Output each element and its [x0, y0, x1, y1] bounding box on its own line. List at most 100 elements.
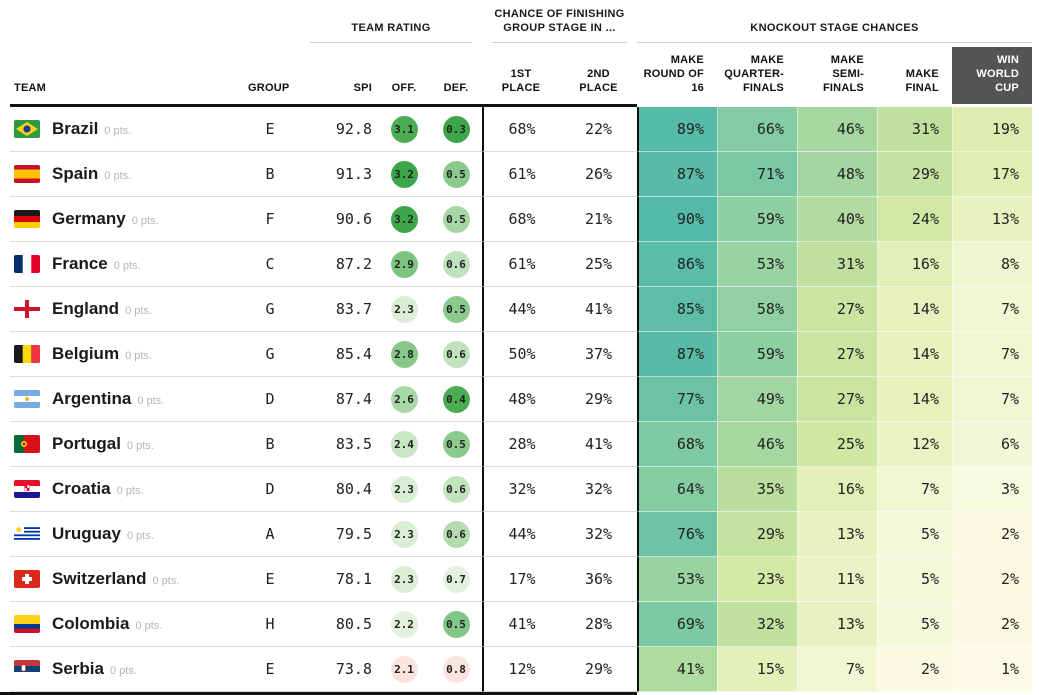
final-cell: 16%	[877, 242, 952, 288]
team-row[interactable]: Spain 0 pts. B 91.3 3.2 0.5 61% 26% 87% 7…	[10, 152, 1032, 198]
def-rating-cell: 0.5	[430, 197, 482, 243]
team-rating-group-header: TEAM RATING	[300, 8, 482, 43]
win-world-cup-cell: 2%	[952, 602, 1032, 648]
round-of-16-cell: 64%	[637, 467, 717, 513]
col-header-def: DEF.	[443, 82, 469, 95]
team-row[interactable]: Colombia 0 pts. H 80.5 2.2 0.5 41% 28% 69…	[10, 602, 1032, 648]
spi-cell: 91.3	[300, 152, 378, 198]
group-cell: D	[240, 377, 300, 423]
quarterfinals-cell: 71%	[717, 152, 797, 198]
semifinals-cell: 27%	[797, 377, 877, 423]
win-world-cup-cell: 7%	[952, 332, 1032, 378]
def-rating-cell: 0.8	[430, 647, 482, 693]
second-place-cell: 26%	[560, 152, 637, 198]
col-header-team: TEAM	[14, 82, 47, 95]
team-row[interactable]: Germany 0 pts. F 90.6 3.2 0.5 68% 21% 90%…	[10, 197, 1032, 243]
team-row[interactable]: France 0 pts. C 87.2 2.9 0.6 61% 25% 86% …	[10, 242, 1032, 288]
def-rating-badge: 0.5	[442, 430, 470, 458]
group-cell: E	[240, 107, 300, 153]
semifinals-cell: 48%	[797, 152, 877, 198]
team-row[interactable]: England 0 pts. G 83.7 2.3 0.5 44% 41% 85%…	[10, 287, 1032, 333]
second-place-cell: 29%	[560, 647, 637, 693]
off-rating-badge: 2.1	[390, 655, 418, 683]
first-place-cell: 68%	[482, 107, 560, 153]
team-row[interactable]: Serbia 0 pts. E 73.8 2.1 0.8 12% 29% 41% …	[10, 647, 1032, 693]
def-rating-cell: 0.6	[430, 512, 482, 558]
quarterfinals-cell: 58%	[717, 287, 797, 333]
group-cell: B	[240, 152, 300, 198]
quarterfinals-cell: 59%	[717, 332, 797, 378]
second-place-cell: 22%	[560, 107, 637, 153]
portugal-flag-icon	[14, 435, 40, 454]
team-name: France 0 pts.	[52, 254, 141, 274]
team-points: 0 pts.	[104, 170, 132, 183]
win-world-cup-cell: 2%	[952, 557, 1032, 603]
spi-cell: 80.4	[300, 467, 378, 513]
off-rating-badge: 2.3	[390, 295, 418, 323]
off-rating-badge: 2.3	[390, 520, 418, 548]
semifinals-cell: 25%	[797, 422, 877, 468]
belgium-flag-icon	[14, 345, 40, 364]
final-cell: 14%	[877, 332, 952, 378]
colombia-flag-icon	[14, 615, 40, 634]
team-row[interactable]: Belgium 0 pts. G 85.4 2.8 0.6 50% 37% 87%…	[10, 332, 1032, 378]
second-place-cell: 21%	[560, 197, 637, 243]
col-header-final: MAKE FINAL	[905, 67, 939, 95]
round-of-16-cell: 68%	[637, 422, 717, 468]
round-of-16-cell: 86%	[637, 242, 717, 288]
team-row[interactable]: Brazil 0 pts. E 92.8 3.1 0.3 68% 22% 89% …	[10, 107, 1032, 153]
final-cell: 29%	[877, 152, 952, 198]
col-header-2nd-place: 2ND PLACE	[579, 67, 618, 95]
off-rating-cell: 2.3	[378, 287, 430, 333]
first-place-cell: 32%	[482, 467, 560, 513]
team-row[interactable]: Uruguay 0 pts. A 79.5 2.3 0.6 44% 32% 76%…	[10, 512, 1032, 558]
team-points: 0 pts.	[126, 530, 154, 543]
col-header-off: OFF.	[391, 82, 417, 95]
def-rating-badge: 0.3	[442, 115, 470, 143]
off-rating-badge: 2.3	[390, 565, 418, 593]
quarterfinals-cell: 15%	[717, 647, 797, 693]
first-place-cell: 50%	[482, 332, 560, 378]
first-place-cell: 12%	[482, 647, 560, 693]
spi-cell: 73.8	[300, 647, 378, 693]
round-of-16-cell: 90%	[637, 197, 717, 243]
spi-cell: 83.5	[300, 422, 378, 468]
second-place-cell: 32%	[560, 467, 637, 513]
team-row[interactable]: Argentina 0 pts. D 87.4 2.6 0.4 48% 29% 7…	[10, 377, 1032, 423]
team-points: 0 pts.	[104, 125, 132, 138]
first-place-cell: 41%	[482, 602, 560, 648]
off-rating-badge: 2.9	[390, 250, 418, 278]
team-row[interactable]: Croatia 0 pts. D 80.4 2.3 0.6 32% 32% 64%…	[10, 467, 1032, 513]
off-rating-badge: 2.3	[390, 475, 418, 503]
semifinals-cell: 13%	[797, 602, 877, 648]
team-name: Spain 0 pts.	[52, 164, 132, 184]
final-cell: 7%	[877, 467, 952, 513]
team-name: Croatia 0 pts.	[52, 479, 144, 499]
quarterfinals-cell: 35%	[717, 467, 797, 513]
round-of-16-cell: 87%	[637, 152, 717, 198]
team-points: 0 pts.	[135, 620, 163, 633]
win-world-cup-cell: 7%	[952, 377, 1032, 423]
off-rating-cell: 2.1	[378, 647, 430, 693]
group-cell: C	[240, 242, 300, 288]
off-rating-cell: 2.4	[378, 422, 430, 468]
def-rating-cell: 0.5	[430, 602, 482, 648]
france-flag-icon	[14, 255, 40, 274]
col-header-win-world-cup[interactable]: WIN WORLD CUP	[952, 46, 1032, 105]
team-name: Brazil 0 pts.	[52, 119, 132, 139]
second-place-cell: 32%	[560, 512, 637, 558]
def-rating-badge: 0.7	[442, 565, 470, 593]
team-row[interactable]: Portugal 0 pts. B 83.5 2.4 0.5 28% 41% 68…	[10, 422, 1032, 468]
spi-cell: 92.8	[300, 107, 378, 153]
first-place-cell: 48%	[482, 377, 560, 423]
team-row[interactable]: Switzerland 0 pts. E 78.1 2.3 0.7 17% 36%…	[10, 557, 1032, 603]
table-body: Brazil 0 pts. E 92.8 3.1 0.3 68% 22% 89% …	[10, 107, 1032, 693]
knockout-label: KNOCKOUT STAGE CHANCES	[750, 21, 919, 34]
team-points: 0 pts.	[125, 350, 152, 363]
def-rating-badge: 0.6	[442, 475, 470, 503]
col-header-round-of-16: MAKE ROUND OF 16	[643, 53, 704, 95]
quarterfinals-cell: 29%	[717, 512, 797, 558]
team-name: Argentina 0 pts.	[52, 389, 165, 409]
quarterfinals-cell: 23%	[717, 557, 797, 603]
